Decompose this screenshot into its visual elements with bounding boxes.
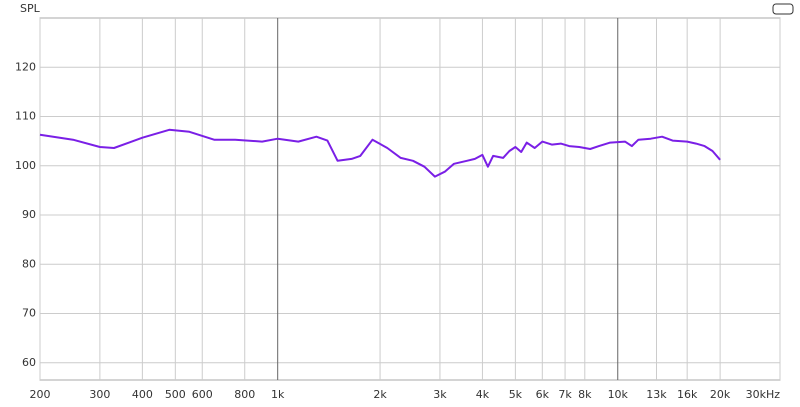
logo [772, 3, 794, 15]
x-tick-label: 800 [234, 388, 255, 401]
x-tick-label: 4k [476, 388, 490, 401]
y-tick-label: 110 [15, 110, 36, 123]
x-tick-label: 200 [30, 388, 51, 401]
x-tick-label: 3k [433, 388, 447, 401]
x-tick-label: 20k [710, 388, 731, 401]
y-axis-label: SPL [20, 2, 41, 15]
x-tick-label: 10k [608, 388, 629, 401]
y-tick-label: 90 [22, 208, 36, 221]
x-tick-label: 7k [558, 388, 572, 401]
x-tick-label: 400 [132, 388, 153, 401]
x-tick-label: 5k [509, 388, 523, 401]
series-line [39, 128, 721, 178]
y-tick-label: 70 [22, 307, 36, 320]
plot-frame [39, 17, 781, 381]
x-tick-label: 16k [677, 388, 698, 401]
y-tick-label: 60 [22, 356, 36, 369]
x-tick-label: 6k [536, 388, 550, 401]
x-tick-label: 300 [89, 388, 110, 401]
x-tick-label: 500 [165, 388, 186, 401]
y-tick-label: 80 [22, 257, 36, 270]
x-tick-label: 30kHz [746, 388, 781, 401]
x-tick-label: 1k [271, 388, 285, 401]
x-tick-label: 600 [192, 388, 213, 401]
y-tick-label: 100 [15, 159, 36, 172]
x-tick-label: 13k [646, 388, 667, 401]
y-tick-label: 120 [15, 60, 36, 73]
x-tick-label: 8k [578, 388, 592, 401]
x-tick-label: 2k [373, 388, 387, 401]
